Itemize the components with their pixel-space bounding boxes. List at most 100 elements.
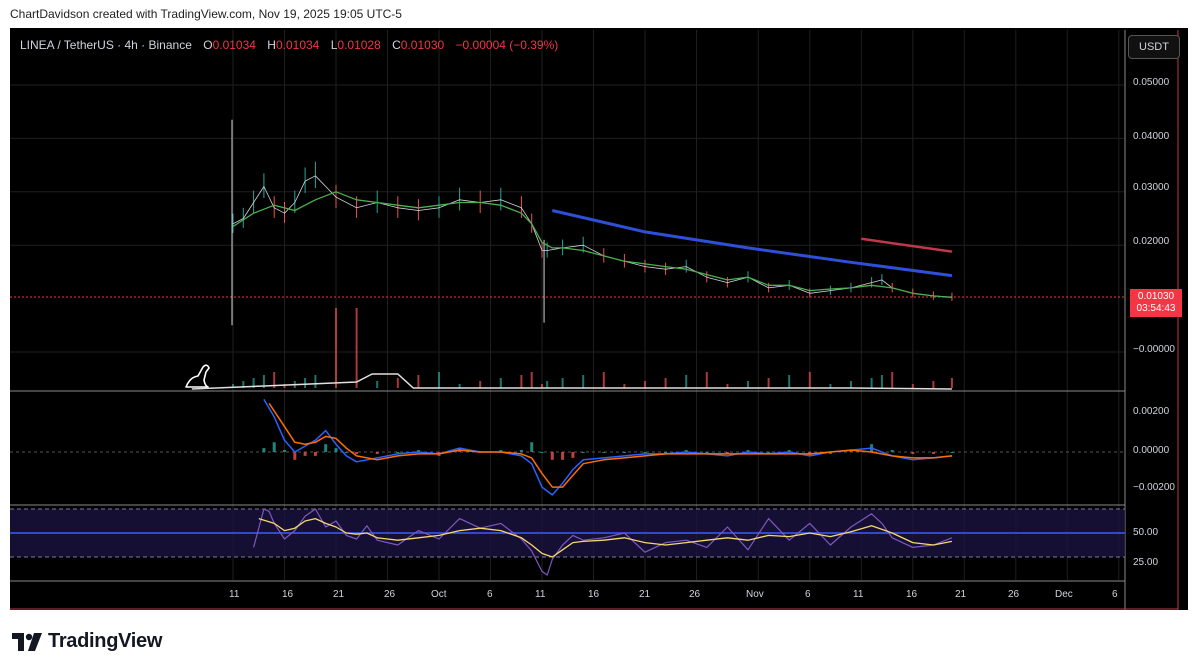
macd-histogram-bar [355,452,359,454]
x-tick: Oct [431,589,447,600]
macd-histogram-bar [334,448,338,452]
x-tick: 16 [906,589,918,600]
open-label: O [203,38,213,52]
tradingview-logo[interactable]: TradingView [12,630,162,653]
rsi-line [253,508,953,576]
change-value: −0.00004 (−0.39%) [455,38,559,52]
macd-histogram-bar [643,452,647,453]
macd-histogram-bar [540,452,544,453]
macd-histogram-bar [283,450,286,452]
x-tick: 11 [229,589,240,600]
x-tick: 6 [487,589,493,600]
low-value: 0.01028 [337,38,381,52]
x-tick: 21 [333,589,345,600]
x-tick: 21 [639,589,651,600]
volume-bar [273,372,276,388]
close-line [232,175,952,298]
volume-bar [438,372,440,388]
macd-histogram-bar [931,452,935,454]
volume-ma-line [191,373,952,390]
macd-tick: 0.00200 [1133,406,1170,417]
macd-histogram-bar [684,450,688,452]
volume-bar [767,378,770,388]
macd-histogram-bar [344,452,348,453]
volume-bar [850,381,852,388]
macd-histogram-bar [272,442,276,452]
low-label: L [330,38,338,52]
macd-histogram-bar [571,452,575,458]
volume-bar [252,378,255,388]
volume-bar [664,378,667,388]
volume-bar [541,384,543,388]
volume-bar [808,372,811,388]
volume-bar [262,375,265,388]
volume-bar [644,381,646,388]
macd-histogram-bar [396,452,400,453]
macd-histogram-bar [303,452,307,456]
macd-line [263,399,952,496]
x-tick: 26 [384,589,396,600]
volume-bar [304,378,307,388]
x-tick: Nov [746,589,764,600]
macd-histogram-bar [262,448,266,452]
volume-bar [582,375,585,388]
macd-histogram-bar [375,452,379,454]
volume-bar [561,378,564,388]
rsi-ma-line [258,517,953,558]
volume-bar [355,308,358,388]
price-tick: 0.03000 [1133,182,1170,193]
volume-bar [242,381,245,388]
slow-ma-blue-line [551,209,953,278]
volume-bar [705,372,708,388]
x-tick: 16 [588,589,600,600]
volume-bar [232,384,234,388]
macd-histogram-bar [828,452,832,454]
volume-bar [546,381,549,388]
macd-histogram-bar [746,450,750,452]
macd-histogram-bar [519,450,523,452]
volume-bar [623,384,626,388]
close-value: 0.01030 [400,38,445,52]
volume-bar [520,375,523,388]
open-value: 0.01034 [212,38,256,52]
volume-bar [458,384,461,388]
tradingview-logo-icon [12,632,42,651]
macd-histogram-bar [530,442,534,452]
x-tick: 11 [535,589,546,600]
volume-bar [911,384,914,388]
symbol-legend: LINEA / TetherUS · 4h · Binance O0.01034… [20,38,558,52]
x-tick: 11 [853,589,864,600]
x-tick: 21 [955,589,967,600]
volume-bar [417,375,420,388]
x-tick: 6 [1112,589,1118,600]
macd-histogram-bar [890,450,894,452]
bar-countdown: 03:54:43 [1136,303,1176,314]
last-price-value: 0.01030 [1137,291,1175,302]
macd-histogram-bar [725,452,729,454]
currency-button[interactable]: USDT [1128,35,1180,59]
volume-bar [335,308,337,388]
attribution-text: ChartDavidson created with TradingView.c… [10,7,402,21]
volume-bar [376,381,379,388]
macd-histogram-bar [416,450,420,452]
macd-histogram-bar [293,452,297,460]
symbol-name[interactable]: LINEA / TetherUS · 4h · Binance [20,38,192,52]
close-label: C [392,38,401,52]
volume-bar [396,378,399,388]
macd-histogram-bar [767,452,771,453]
volume-bar [685,375,688,388]
macd-histogram-bar [499,450,503,452]
macd-histogram-bar [561,452,565,460]
volume-bar [283,384,286,388]
tradingview-logo-text: TradingView [48,630,163,652]
macd-histogram-bar [550,452,554,460]
volume-bar [747,381,749,388]
x-tick: Dec [1055,589,1073,600]
macd-histogram-bar [664,452,668,453]
price-tick: −0.00000 [1133,344,1175,355]
volume-bar [726,384,729,388]
macd-histogram-bar [705,452,709,453]
volume-bar [950,378,953,388]
x-tick: 16 [282,589,294,600]
